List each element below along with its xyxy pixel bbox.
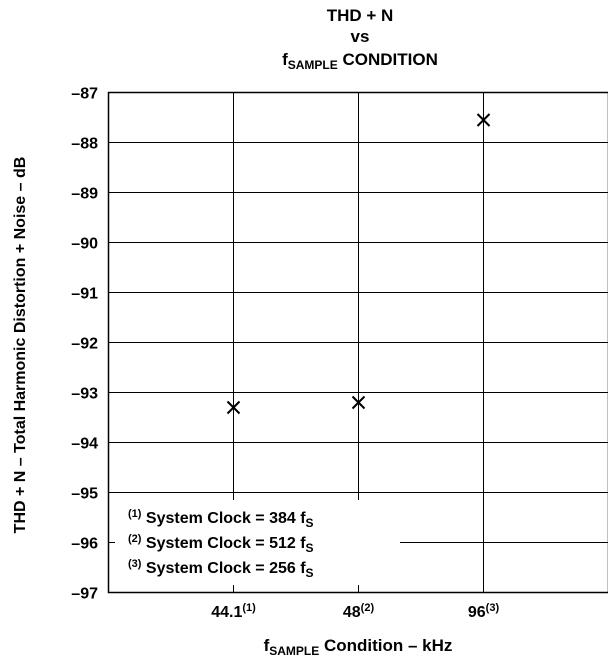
data-markers: [226, 113, 491, 415]
chart-title-line1: THD + N: [327, 6, 394, 25]
x-tick-note: (1): [242, 602, 256, 614]
note-sub: S: [306, 516, 314, 530]
y-tick-label: –93: [71, 386, 98, 403]
chart-title-rest: CONDITION: [338, 50, 438, 69]
y-tick-label: –92: [71, 336, 98, 353]
x-tick-value: 48: [343, 604, 361, 621]
note-text: System Clock = 512 f: [141, 535, 306, 552]
y-tick-label: –97: [71, 586, 98, 603]
x-tick-note: (3): [486, 602, 500, 614]
note-line: (3) System Clock = 256 fS: [128, 558, 314, 580]
x-tick-label: 96(3): [468, 602, 500, 621]
y-tick-label: –89: [71, 186, 98, 203]
note-text: System Clock = 384 f: [141, 510, 306, 527]
y-tick-label: –87: [71, 86, 98, 103]
data-point: [351, 395, 366, 410]
note-text: System Clock = 256 f: [141, 560, 306, 577]
x-tick-value: 44.1: [211, 604, 242, 621]
note-mark: (3): [128, 558, 142, 570]
note-sub: S: [306, 541, 314, 555]
y-axis-label: THD + N – Total Harmonic Distortion + No…: [12, 157, 29, 534]
note-line: (1) System Clock = 384 fS: [128, 508, 314, 530]
y-tick-label: –90: [71, 236, 98, 253]
chart-title-sub: SAMPLE: [288, 58, 338, 72]
x-tick-value: 96: [468, 604, 486, 621]
note-mark: (1): [128, 508, 142, 520]
y-tick-label: –88: [71, 136, 98, 153]
y-tick-label: –95: [71, 486, 98, 503]
note-sub: S: [306, 566, 314, 580]
y-tick-label: –94: [71, 436, 98, 453]
chart-title-line3: fSAMPLE CONDITION: [282, 50, 438, 72]
notes: (1) System Clock = 384 fS(2) System Cloc…: [128, 508, 314, 580]
data-point: [226, 400, 241, 415]
y-tick-labels: –87 –88 –89 –90 –91 –92 –93 –94 –95 –96 –97: [71, 86, 98, 603]
x-axis-label: fSAMPLE Condition – kHz: [264, 636, 453, 658]
x-axis-label-sub: SAMPLE: [269, 644, 319, 658]
chart-title-f: f: [282, 50, 288, 69]
x-axis-label-f: f: [264, 636, 270, 655]
x-tick-labels: 44.1(1) 48(2) 96(3): [211, 602, 499, 621]
x-tick-label: 48(2): [343, 602, 375, 621]
x-axis-label-rest: Condition – kHz: [319, 636, 452, 655]
chart-title-line2: vs: [351, 27, 370, 46]
y-tick-label: –96: [71, 536, 98, 553]
note-line: (2) System Clock = 512 fS: [128, 533, 314, 555]
x-tick-note: (2): [361, 602, 375, 614]
data-point: [476, 113, 491, 127]
y-tick-label: –91: [71, 286, 98, 303]
notes-box: [115, 500, 400, 585]
x-tick-label: 44.1(1): [211, 602, 256, 621]
note-mark: (2): [128, 533, 142, 545]
